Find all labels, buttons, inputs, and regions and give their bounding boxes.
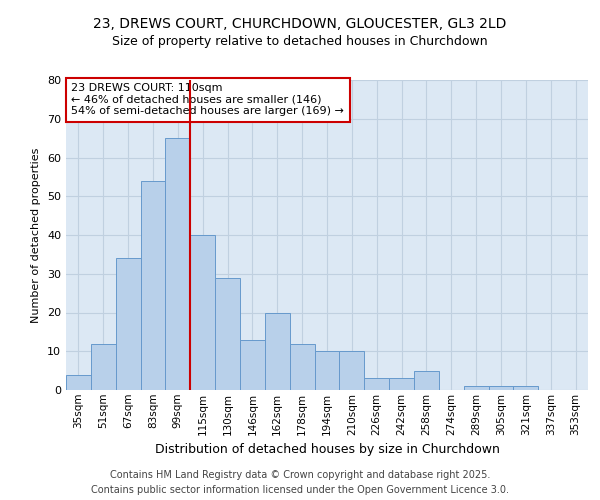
- Bar: [190, 235, 215, 390]
- Bar: [140, 180, 166, 390]
- Bar: [116, 258, 140, 390]
- Text: 23, DREWS COURT, CHURCHDOWN, GLOUCESTER, GL3 2LD: 23, DREWS COURT, CHURCHDOWN, GLOUCESTER,…: [94, 18, 506, 32]
- Bar: [314, 351, 340, 390]
- Bar: [389, 378, 414, 390]
- Bar: [340, 351, 364, 390]
- Text: 23 DREWS COURT: 110sqm
← 46% of detached houses are smaller (146)
54% of semi-de: 23 DREWS COURT: 110sqm ← 46% of detached…: [71, 83, 344, 116]
- Text: Size of property relative to detached houses in Churchdown: Size of property relative to detached ho…: [112, 35, 488, 48]
- X-axis label: Distribution of detached houses by size in Churchdown: Distribution of detached houses by size …: [155, 443, 499, 456]
- Bar: [514, 386, 538, 390]
- Text: Contains HM Land Registry data © Crown copyright and database right 2025.: Contains HM Land Registry data © Crown c…: [110, 470, 490, 480]
- Bar: [166, 138, 190, 390]
- Text: Contains public sector information licensed under the Open Government Licence 3.: Contains public sector information licen…: [91, 485, 509, 495]
- Y-axis label: Number of detached properties: Number of detached properties: [31, 148, 41, 322]
- Bar: [265, 312, 290, 390]
- Bar: [91, 344, 116, 390]
- Bar: [464, 386, 488, 390]
- Bar: [414, 370, 439, 390]
- Bar: [364, 378, 389, 390]
- Bar: [488, 386, 514, 390]
- Bar: [240, 340, 265, 390]
- Bar: [290, 344, 314, 390]
- Bar: [215, 278, 240, 390]
- Bar: [66, 374, 91, 390]
